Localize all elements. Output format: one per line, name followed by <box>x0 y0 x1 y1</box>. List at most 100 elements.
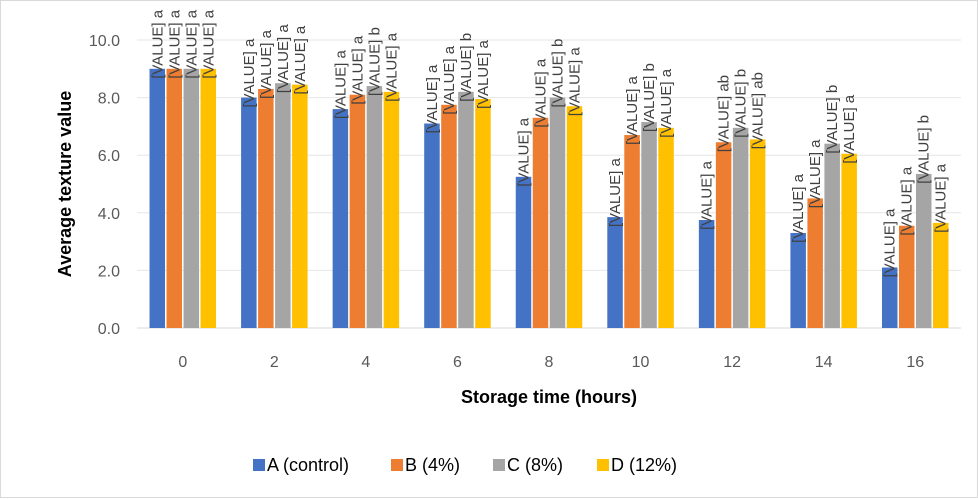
y-tick-label: 6.0 <box>98 148 120 165</box>
bar <box>424 123 440 329</box>
x-axis-title: Storage time (hours) <box>461 387 637 407</box>
data-label: [VALUE] a <box>241 38 258 108</box>
data-label: [VALUE] a <box>567 47 584 117</box>
data-labels: [VALUE] a [VALUE] a [VALUE] a [VALUE] a[VAL… <box>149 9 949 277</box>
data-label: [VALUE] a <box>658 68 675 138</box>
bar <box>349 94 366 328</box>
bar <box>292 84 308 328</box>
legend-label: C (8%) <box>507 455 563 475</box>
data-label: [VALUE] ab <box>716 75 733 152</box>
data-label: [VALUE] a <box>383 32 400 102</box>
x-tick-label: 14 <box>815 354 833 371</box>
bar <box>275 83 291 328</box>
bar <box>383 91 400 328</box>
data-label: [VALUE] a <box>258 29 275 99</box>
bar <box>200 68 217 329</box>
data-label: [VALUE] ab <box>750 72 767 149</box>
data-label: [VALUE] a <box>183 9 200 79</box>
bar <box>932 222 949 328</box>
data-label: [VALUE] b <box>916 115 933 184</box>
bar <box>607 217 623 328</box>
bar <box>366 86 383 328</box>
bar <box>475 99 491 328</box>
data-label: [VALUE] a <box>200 9 217 79</box>
bar <box>658 127 674 328</box>
x-tick-label: 6 <box>453 354 462 371</box>
bars <box>149 68 949 329</box>
x-tick-label: 0 <box>178 354 187 371</box>
data-label: [VALUE] a <box>624 75 641 145</box>
data-label: [VALUE] a <box>149 9 166 79</box>
data-label: [VALUE] a <box>332 50 349 120</box>
data-label: [VALUE] a <box>841 94 858 164</box>
legend: A (control) B (4%) C (8%) D (12%) <box>253 455 677 475</box>
data-label: [VALUE] a <box>790 173 807 243</box>
data-label: [VALUE] a <box>516 117 533 187</box>
bar <box>807 198 823 328</box>
bar <box>241 97 257 328</box>
data-label: [VALUE] a <box>899 166 916 236</box>
bar <box>624 135 640 328</box>
data-label: [VALUE] a <box>424 64 441 134</box>
data-label: [VALUE] a <box>292 25 309 95</box>
bar <box>183 68 200 329</box>
data-label: [VALUE] a <box>882 208 899 278</box>
y-tick-label: 0.0 <box>98 321 120 338</box>
bar <box>515 176 532 328</box>
bar <box>732 127 749 328</box>
legend-swatch <box>253 459 265 471</box>
bar <box>898 225 915 328</box>
data-label: [VALUE] a <box>441 45 458 115</box>
data-label: [VALUE] b <box>733 69 750 138</box>
x-tick-label: 8 <box>545 354 554 371</box>
data-label: [VALUE] b <box>458 33 475 102</box>
bar <box>332 109 349 329</box>
y-tick-label: 2.0 <box>98 263 120 280</box>
legend-swatch <box>493 459 505 471</box>
y-tick-label: 4.0 <box>98 206 120 223</box>
bar <box>790 232 806 328</box>
bar <box>258 88 274 329</box>
x-tick-label: 4 <box>361 354 370 371</box>
bar <box>881 267 898 328</box>
data-label: [VALUE] b <box>550 39 567 108</box>
y-tick-label: 10.0 <box>89 33 120 50</box>
data-label: [VALUE] a <box>166 9 183 79</box>
bar <box>841 153 857 328</box>
data-label: [VALUE] b <box>366 27 383 96</box>
data-label: [VALUE] a <box>699 160 716 230</box>
bar <box>566 106 583 329</box>
bar <box>698 220 715 328</box>
data-label: [VALUE] a <box>933 163 950 233</box>
bar <box>915 173 932 328</box>
legend-swatch <box>391 459 403 471</box>
legend-swatch <box>597 459 609 471</box>
bar <box>715 142 732 328</box>
legend-label: D (12%) <box>611 455 677 475</box>
bar <box>458 91 474 328</box>
y-tick-label: 8.0 <box>98 91 120 108</box>
bar <box>641 122 657 328</box>
legend-label: B (4%) <box>405 455 460 475</box>
x-tick-label: 16 <box>906 354 924 371</box>
bar <box>149 68 166 329</box>
x-tick-label: 10 <box>632 354 650 371</box>
bar <box>532 117 549 328</box>
data-label: [VALUE] a <box>275 24 292 94</box>
axes: 0.0 2.0 4.0 6.0 8.0 10.0 0 2 4 6 8 10 12 14 16 <box>89 33 924 371</box>
x-tick-label: 12 <box>723 354 741 371</box>
y-axis-title: Average texture value <box>55 91 75 277</box>
data-label: [VALUE] a <box>807 139 824 209</box>
data-label: [VALUE] b <box>824 85 841 154</box>
data-label: [VALUE] a <box>349 35 366 105</box>
bar <box>549 97 566 328</box>
legend-label: A (control) <box>267 455 349 475</box>
data-label: [VALUE] a <box>475 39 492 109</box>
bar <box>166 68 183 329</box>
x-tick-label: 2 <box>270 354 279 371</box>
bar <box>749 139 766 328</box>
data-label: [VALUE] b <box>641 63 658 132</box>
bar <box>824 143 840 328</box>
data-label: [VALUE] a <box>533 58 550 128</box>
